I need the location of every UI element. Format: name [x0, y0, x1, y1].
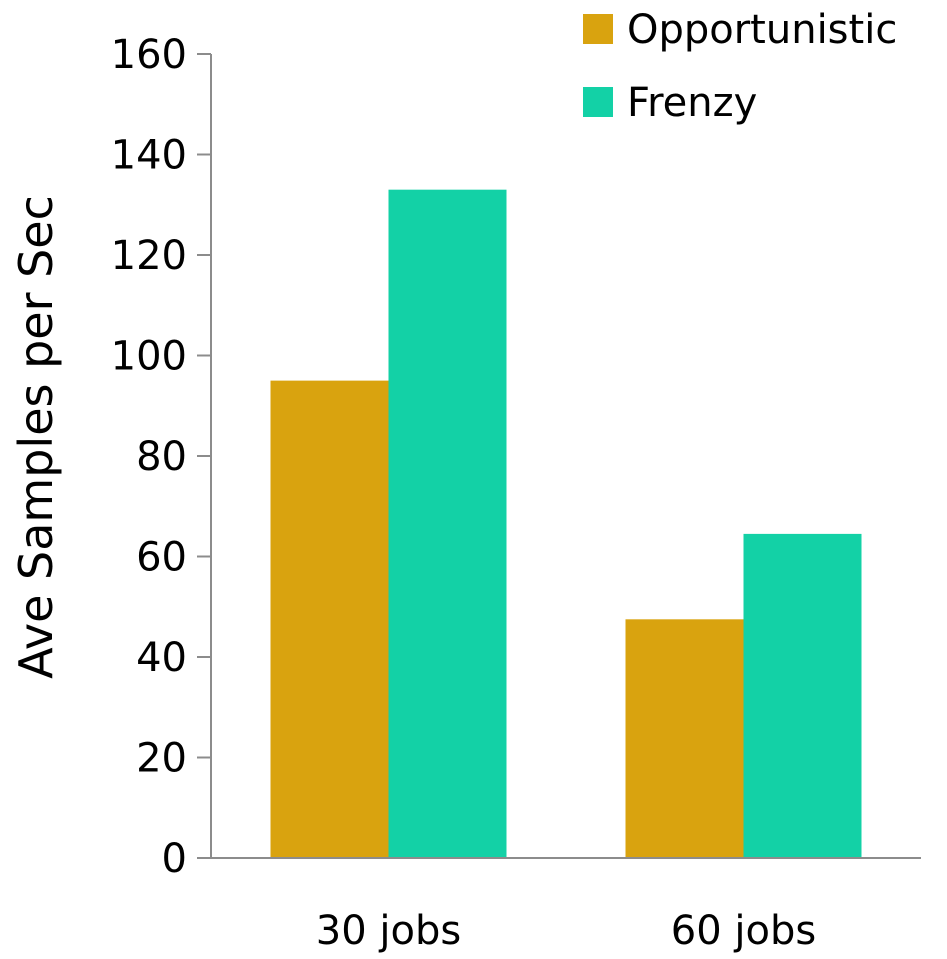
- y-tick-label: 20: [136, 736, 187, 782]
- y-tick-label: 120: [111, 233, 187, 279]
- axes: [210, 54, 921, 859]
- bar-frenzy-60-jobs: [743, 533, 862, 858]
- legend-label-opportunistic: Opportunistic: [627, 7, 897, 53]
- y-tick-label: 100: [111, 334, 187, 380]
- x-tick-label: 60 jobs: [671, 908, 816, 954]
- y-tick-label: 0: [162, 836, 187, 882]
- y-tick-label: 140: [111, 133, 187, 179]
- y-axis-title: Ave Samples per Sec: [9, 195, 63, 679]
- bar-opportunistic-60-jobs: [625, 619, 744, 858]
- x-tick-label: 30 jobs: [316, 908, 461, 954]
- y-tick-label: 40: [136, 635, 187, 681]
- x-axis-ticks: 30 jobs 60 jobs: [316, 908, 816, 954]
- y-tick-label: 80: [136, 434, 187, 480]
- bar-frenzy-30-jobs: [388, 189, 507, 859]
- legend-label-frenzy: Frenzy: [627, 80, 757, 126]
- y-tick-label: 60: [136, 535, 187, 581]
- bar-opportunistic-30-jobs: [270, 380, 389, 858]
- y-tick-label: 160: [111, 32, 187, 78]
- legend-swatch-opportunistic: [583, 14, 613, 44]
- y-axis-ticks: 0 20 40 60 80 100 120 140 160: [111, 32, 211, 882]
- bars: [270, 189, 862, 859]
- legend: Opportunistic Frenzy: [583, 7, 897, 126]
- legend-swatch-frenzy: [583, 87, 613, 117]
